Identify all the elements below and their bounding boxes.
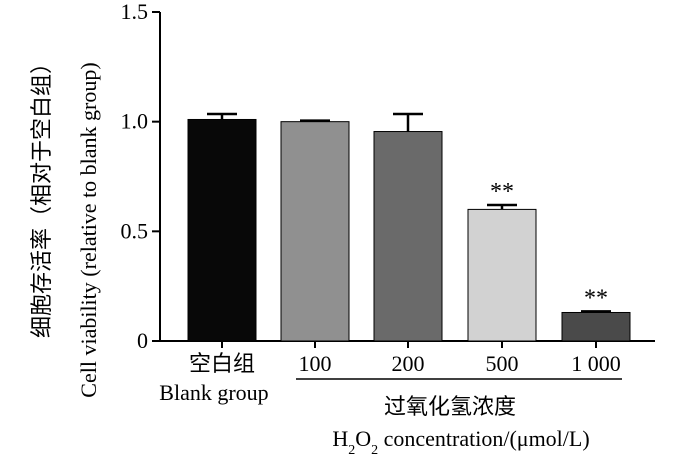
x-tick-label: 空白组 <box>189 351 255 376</box>
group-label-cn: 过氧化氢浓度 <box>384 394 516 419</box>
bar <box>561 311 631 342</box>
bar <box>373 131 443 342</box>
y-tick-label: 1.5 <box>121 0 149 24</box>
x-tick-label: 100 <box>299 351 332 376</box>
x-tick-label: 200 <box>392 351 425 376</box>
y-axis-label-cn: 细胞存活率（相对于空白组） <box>29 52 54 338</box>
significance-label: ** <box>584 285 608 311</box>
x-tick-label: 500 <box>486 351 519 376</box>
y-axis-label-en: Cell viability (relative to blank group) <box>76 62 101 397</box>
group-label-en: H2O2 concentration/(μmol/L) <box>332 426 589 458</box>
bar <box>280 121 350 342</box>
y-tick-label: 0 <box>137 328 148 353</box>
significance-label: ** <box>490 179 514 205</box>
bar <box>467 208 537 342</box>
x-tick-label: 1 000 <box>571 351 621 376</box>
bar <box>187 118 257 342</box>
y-tick-label: 0.5 <box>121 218 149 243</box>
x-tick-sublabel: Blank group <box>159 380 268 405</box>
y-tick-label: 1.0 <box>121 109 149 134</box>
